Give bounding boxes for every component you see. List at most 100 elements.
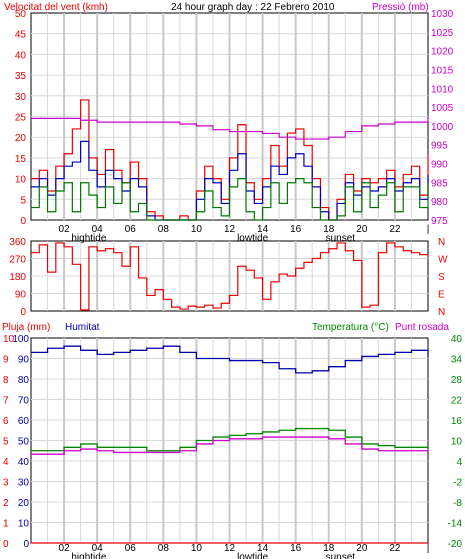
temperature-tick-label: -8	[453, 498, 462, 509]
x-tick-label: 10	[191, 543, 203, 554]
y-tick-label: 30	[15, 92, 27, 103]
y2-tick-label: 990	[431, 160, 448, 171]
x-tick-label: 20	[356, 543, 368, 554]
y-tick-label: 40	[15, 50, 27, 61]
series-line	[31, 242, 429, 311]
rain-tick-label: 6	[3, 416, 9, 427]
rain-label: Pluja (mm)	[2, 322, 50, 333]
x-tick-label: 02	[59, 543, 71, 554]
humidity-tick-label: 20	[18, 498, 30, 509]
rain-tick-label: 1	[3, 519, 9, 530]
rain-tick-label: 8	[3, 375, 9, 386]
series-line	[31, 345, 429, 374]
humidity-tick-label: 80	[18, 375, 30, 386]
x-tick-label: 02	[59, 224, 71, 235]
rain-tick-label: 10	[3, 334, 15, 345]
x-tick-label: 04	[92, 224, 104, 235]
temperature-tick-label: 22	[451, 396, 463, 407]
y-tick-label: 0	[20, 216, 26, 227]
rain-tick-label: 9	[3, 355, 9, 366]
x-tick-label: 20	[356, 224, 368, 235]
x-tick-label: 22	[389, 224, 401, 235]
y2-tick-label: 995	[431, 141, 448, 152]
x-tick-label: 06	[125, 543, 137, 554]
x-tick-label: 06	[125, 224, 137, 235]
x-tick-label: 08	[158, 224, 170, 235]
humidity-tick-label: 60	[18, 416, 30, 427]
temperature-tick-label: 28	[451, 375, 463, 386]
rain-tick-label: 3	[3, 478, 9, 489]
humidity-tick-label: 70	[18, 396, 30, 407]
x-tick-label: 16	[290, 543, 302, 554]
y2-tick-label: 1025	[431, 28, 454, 39]
temperature-tick-label: 16	[451, 416, 463, 427]
x-tick-label: 14	[257, 224, 269, 235]
x-tick-label: 10	[191, 224, 203, 235]
x-marker-label: hightide	[71, 233, 106, 244]
rain-tick-label: 5	[3, 437, 9, 448]
y2-tick-label: 1015	[431, 65, 454, 76]
x-tick-label: 16	[290, 224, 302, 235]
x-tick-label: 22	[389, 543, 401, 554]
rain-humidity-temp-panel: Pluja (mm) Humitat Temperatura (°C) Punt…	[2, 322, 449, 544]
y2-tick-label: 1000	[431, 122, 454, 133]
x-marker-label: hightide	[71, 552, 106, 559]
y2-tick-label: 1020	[431, 47, 454, 58]
x-tick-label: 12	[224, 543, 236, 554]
y-tick-label: 50	[15, 9, 27, 20]
rain-tick-label: 2	[3, 498, 9, 509]
rain-tick-label: 7	[3, 396, 9, 407]
x-tick-label: 12	[224, 224, 236, 235]
humidity-tick-label: 40	[18, 457, 30, 468]
x-tick-label: |	[427, 543, 430, 554]
x-tick-label: 08	[158, 543, 170, 554]
y2-tick-label: 1030	[431, 9, 454, 20]
temperature-tick-label: 40	[451, 334, 463, 345]
compass-tick-label: N	[438, 237, 445, 248]
direction-tick-label: 360	[9, 237, 26, 248]
humidity-tick-label: 100	[12, 334, 29, 345]
y-tick-label: 20	[15, 133, 27, 144]
y-tick-label: 15	[15, 154, 27, 165]
chart-title: 24 hour graph day : 22 Febrero 2010	[171, 2, 335, 13]
x-tick-label: 18	[323, 543, 335, 554]
y-tick-label: 45	[15, 30, 27, 41]
temperature-tick-label: 34	[451, 355, 463, 366]
humidity-tick-label: 30	[18, 478, 30, 489]
dewpoint-label: Punt rosada	[395, 322, 449, 333]
x-tick-label: 14	[257, 543, 269, 554]
x-marker-label: lowtide	[237, 552, 269, 559]
direction-tick-label: 270	[9, 255, 26, 266]
y2-tick-label: 980	[431, 197, 448, 208]
direction-tick-label: 90	[15, 290, 27, 301]
y2-tick-label: 975	[431, 216, 448, 227]
series-line	[31, 178, 429, 221]
humidity-tick-label: 0	[23, 539, 29, 550]
y-tick-label: 25	[15, 113, 27, 124]
x-marker-label: sunset	[326, 233, 356, 244]
y-tick-label: 10	[15, 175, 27, 186]
y-tick-label: 5	[20, 195, 26, 206]
humidity-label: Humitat	[65, 322, 100, 333]
x-tick-label: |	[427, 224, 430, 235]
direction-tick-label: 0	[20, 307, 26, 318]
humidity-tick-label: 50	[18, 437, 30, 448]
compass-tick-label: W	[438, 255, 448, 266]
temperature-label: Temperatura (°C)	[312, 322, 389, 333]
temperature-tick-label: -20	[448, 539, 463, 550]
compass-tick-label: N	[438, 307, 445, 318]
temperature-tick-label: 10	[451, 437, 463, 448]
compass-tick-label: S	[438, 272, 445, 283]
temperature-tick-label: -14	[448, 519, 463, 530]
rain-tick-label: 4	[3, 457, 9, 468]
pressure-label: Pressió (mb)	[372, 2, 429, 13]
series-line	[31, 117, 429, 140]
humidity-tick-label: 90	[18, 355, 30, 366]
temperature-tick-label: -2	[453, 478, 462, 489]
temperature-tick-label: 4	[456, 457, 462, 468]
compass-tick-label: E	[438, 290, 445, 301]
humidity-tick-label: 10	[18, 519, 30, 530]
x-tick-label: 04	[92, 543, 104, 554]
x-marker-label: lowtide	[237, 233, 269, 244]
